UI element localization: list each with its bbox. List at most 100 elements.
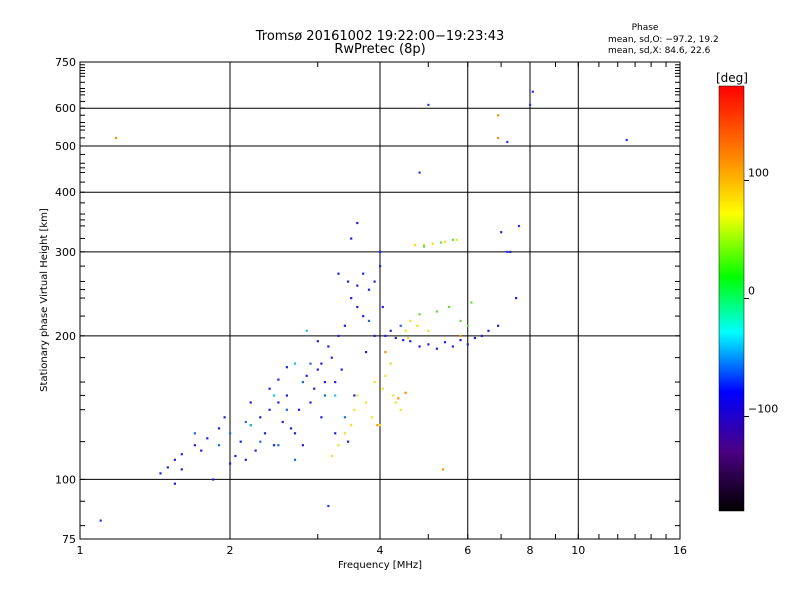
data-point xyxy=(305,329,308,332)
data-point xyxy=(381,305,384,309)
data-point xyxy=(244,458,247,461)
data-point xyxy=(413,244,417,247)
colorbar-ticks: 100 0 −100 xyxy=(744,166,778,418)
x-tick-label: 2 xyxy=(227,544,234,557)
data-point xyxy=(517,224,521,228)
data-point xyxy=(416,324,419,327)
data-point xyxy=(249,401,252,404)
data-point xyxy=(301,444,304,447)
data-point xyxy=(289,427,293,430)
data-point xyxy=(376,424,379,427)
data-point xyxy=(309,362,312,365)
data-point xyxy=(337,272,340,275)
data-point xyxy=(347,280,350,283)
data-point xyxy=(459,319,462,322)
data-point xyxy=(470,301,473,304)
data-points xyxy=(99,90,628,522)
data-point xyxy=(343,416,346,419)
data-point xyxy=(392,394,395,397)
colorbar-gradient xyxy=(718,85,745,512)
data-point xyxy=(497,324,500,327)
data-point xyxy=(323,394,326,397)
data-point xyxy=(166,466,169,469)
data-point xyxy=(427,329,430,332)
x-tick-label: 16 xyxy=(673,544,687,557)
x-tick-label: 10 xyxy=(571,544,585,557)
data-point xyxy=(367,319,371,322)
data-point xyxy=(399,324,402,327)
data-point xyxy=(114,136,117,140)
data-point xyxy=(223,416,226,419)
data-point xyxy=(379,265,382,268)
data-point xyxy=(334,432,337,435)
y-axis-label: Stationary phase Virtual Height [km] xyxy=(39,208,50,392)
data-point xyxy=(281,420,284,424)
data-point xyxy=(431,242,434,245)
y-tick-label: 600 xyxy=(55,102,76,115)
data-point xyxy=(625,138,628,142)
data-point xyxy=(217,444,221,447)
data-point xyxy=(356,221,359,225)
data-point xyxy=(370,416,373,419)
data-point xyxy=(229,432,232,435)
data-point xyxy=(466,324,469,327)
data-point xyxy=(334,381,337,384)
data-point xyxy=(272,394,276,397)
data-point xyxy=(435,310,438,313)
data-point xyxy=(316,368,319,371)
chart-title: Tromsø 20161002 19:22:00−19:23:43 xyxy=(255,29,505,44)
data-point xyxy=(367,288,371,291)
data-point xyxy=(272,444,276,447)
data-point xyxy=(529,103,532,106)
data-point xyxy=(443,341,447,344)
x-axis-label: Frequency [MHz] xyxy=(338,560,422,571)
data-point xyxy=(362,315,365,318)
data-point xyxy=(451,345,454,348)
data-point xyxy=(350,237,353,240)
data-point xyxy=(193,444,196,447)
data-point xyxy=(330,356,333,359)
data-point xyxy=(509,250,512,253)
data-point xyxy=(447,305,451,309)
data-point xyxy=(180,468,183,471)
stats-line-x: mean, sd,X: 84.6, 22.6 xyxy=(608,46,711,56)
x-axis-ticks: 1 2 4 6 8 10 16 xyxy=(77,62,687,557)
data-point xyxy=(234,454,237,458)
data-point xyxy=(441,468,445,471)
data-point xyxy=(356,305,359,309)
data-point xyxy=(404,391,407,394)
data-point xyxy=(159,472,162,475)
data-point xyxy=(309,401,312,404)
data-point xyxy=(277,401,280,404)
colorbar-label: [deg] xyxy=(716,71,748,85)
colorbar-tick-label: 100 xyxy=(748,166,769,179)
data-point xyxy=(263,432,267,435)
data-point xyxy=(384,374,387,377)
data-point xyxy=(268,387,271,390)
data-point xyxy=(480,334,483,337)
data-point xyxy=(473,336,476,340)
data-point xyxy=(343,432,346,435)
data-point xyxy=(217,427,221,430)
data-point xyxy=(409,340,412,343)
data-point xyxy=(373,280,376,283)
x-tick-label: 6 xyxy=(464,544,471,557)
data-point xyxy=(459,339,462,342)
data-point xyxy=(320,362,323,365)
y-tick-label: 300 xyxy=(55,246,76,259)
data-point xyxy=(268,408,271,411)
colorbar-tick-label: −100 xyxy=(748,403,778,416)
data-point xyxy=(259,440,262,443)
y-tick-label: 500 xyxy=(55,140,76,153)
data-point xyxy=(394,336,397,340)
data-point xyxy=(285,408,288,411)
grid-lines xyxy=(80,62,680,539)
data-point xyxy=(439,241,443,244)
data-point xyxy=(239,440,242,443)
data-point xyxy=(531,90,534,93)
data-point xyxy=(334,394,337,397)
data-point xyxy=(487,329,490,332)
stats-line-o: mean, sd,O: −97.2, 19.2 xyxy=(608,35,719,45)
data-point xyxy=(389,362,392,365)
